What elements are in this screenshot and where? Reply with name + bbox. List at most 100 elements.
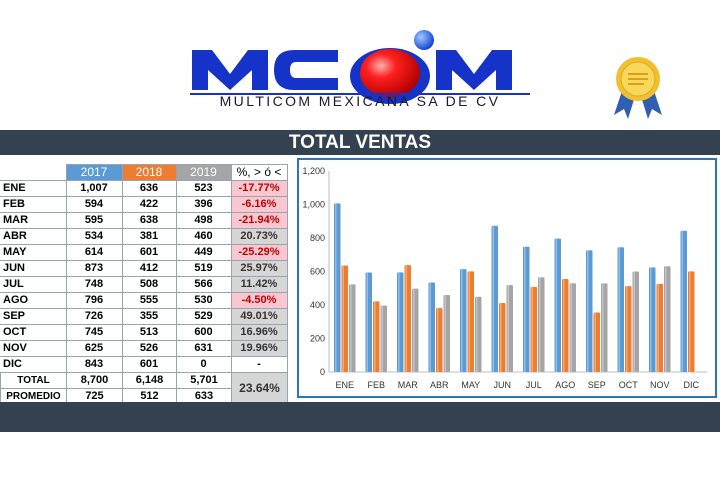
bar-ene-2 (349, 284, 356, 372)
value-2018: 601 (121, 356, 177, 373)
percent-change: 16.96% (230, 324, 288, 341)
bar-highlight (524, 246, 526, 372)
percent-change: 25.97% (230, 260, 288, 277)
value-2017: 796 (65, 292, 123, 309)
bar-oct-0 (617, 247, 624, 372)
bar-highlight (507, 285, 509, 372)
monthly-sales-table: 2017 2018 2019 %, > ó < ENE 1,007 636 523 -1… (0, 164, 288, 373)
value-2017: 745 (65, 324, 123, 341)
month-label: JUL (0, 276, 67, 293)
table-row: NOV 625 526 631 19.96% (0, 340, 288, 357)
total-2017: 8,700 (66, 372, 123, 389)
bar-jun-1 (499, 302, 506, 372)
sales-bar-chart: 0 200 400 600 800 1,000 1,200 ENE FEB MAR ABR MAY JU… (302, 166, 707, 390)
bar-jun-2 (506, 285, 513, 372)
bar-highlight (468, 271, 470, 372)
value-2017: 843 (65, 356, 123, 373)
bar-mar-0 (397, 272, 404, 372)
bar-highlight (650, 267, 652, 372)
bar-highlight (374, 301, 376, 372)
bar-highlight (437, 308, 439, 372)
y-tick-label: 600 (310, 267, 325, 277)
bar-sep-0 (586, 250, 593, 372)
bar-highlight (594, 312, 596, 372)
bar-jul-2 (538, 277, 545, 372)
bar-highlight (539, 277, 541, 372)
x-tick-label: NOV (650, 380, 670, 390)
y-tick-label: 400 (310, 300, 325, 310)
table-row: FEB 594 422 396 -6.16% (0, 196, 288, 213)
x-tick-label: SEP (588, 380, 606, 390)
bar-jul-0 (523, 246, 530, 372)
x-tick-label: JUL (526, 380, 542, 390)
bar-highlight (555, 238, 557, 372)
x-tick-label: FEB (367, 380, 385, 390)
bar-highlight (335, 203, 337, 372)
table-row: SEP 726 355 529 49.01% (0, 308, 288, 325)
bar-may-2 (475, 296, 482, 372)
percent-change: -25.29% (230, 244, 288, 261)
bar-highlight (398, 272, 400, 372)
page-title: TOTAL VENTAS (0, 130, 720, 155)
bar-highlight (500, 302, 502, 372)
column-header-percent: %, > ó < (230, 164, 288, 181)
value-2017: 726 (65, 308, 123, 325)
bar-highlight (366, 272, 368, 372)
total-row: TOTAL 8,700 6,148 5,701 23.64% (0, 372, 288, 405)
bar-highlight (665, 266, 667, 372)
value-2019: 498 (175, 212, 232, 229)
month-label: SEP (0, 308, 67, 325)
month-label: FEB (0, 196, 67, 213)
month-label: JUN (0, 260, 67, 277)
bar-highlight (342, 265, 344, 372)
bar-nov-1 (656, 283, 663, 372)
month-label: ENE (0, 180, 67, 197)
table-row: MAR 595 638 498 -21.94% (0, 212, 288, 229)
y-tick-label: 1,000 (302, 200, 325, 210)
value-2019: 460 (175, 228, 232, 245)
value-2019: 396 (175, 196, 232, 213)
y-tick-label: 200 (310, 334, 325, 344)
value-2018: 638 (121, 212, 177, 229)
table-row: DIC 843 601 0- (0, 356, 288, 373)
header-blank (0, 164, 66, 181)
bar-highlight (618, 247, 620, 372)
value-2017: 748 (65, 276, 123, 293)
value-2018: 355 (121, 308, 177, 325)
value-2019: 631 (175, 340, 232, 357)
column-header-2019: 2019 (175, 164, 232, 181)
value-2018: 636 (121, 180, 177, 197)
bar-nov-0 (649, 267, 656, 372)
bar-feb-1 (373, 301, 380, 372)
y-tick-label: 0 (320, 367, 325, 377)
bar-ene-0 (334, 203, 341, 372)
percent-change: -17.77% (230, 180, 288, 197)
value-2019: 600 (175, 324, 232, 341)
bar-ago-2 (569, 283, 576, 372)
y-tick-label: 800 (310, 233, 325, 243)
percent-change: -4.50% (230, 292, 288, 309)
column-header-2017: 2017 (65, 164, 123, 181)
percent-change: 19.96% (230, 340, 288, 357)
bar-highlight (381, 305, 383, 372)
x-tick-label: AGO (555, 380, 575, 390)
month-label: NOV (0, 340, 67, 357)
table-row: JUN 873 412 519 25.97% (0, 260, 288, 277)
bar-sep-2 (601, 283, 608, 372)
bar-jun-0 (491, 225, 498, 372)
bar-abr-0 (428, 282, 435, 372)
bar-highlight (413, 288, 415, 372)
column-header-2018: 2018 (121, 164, 177, 181)
value-2017: 594 (65, 196, 123, 213)
bar-highlight (689, 271, 691, 372)
bar-may-0 (460, 269, 467, 372)
table-row: AGO 796 555 530 -4.50% (0, 292, 288, 309)
bar-highlight (461, 269, 463, 372)
bar-oct-2 (632, 271, 639, 372)
average-row: PROMEDIO 725 512 633 (0, 388, 288, 405)
bar-highlight (681, 230, 683, 372)
value-2019: 523 (175, 180, 232, 197)
value-2018: 555 (121, 292, 177, 309)
company-logo (190, 30, 530, 104)
total-percent: 23.64% (231, 372, 288, 405)
